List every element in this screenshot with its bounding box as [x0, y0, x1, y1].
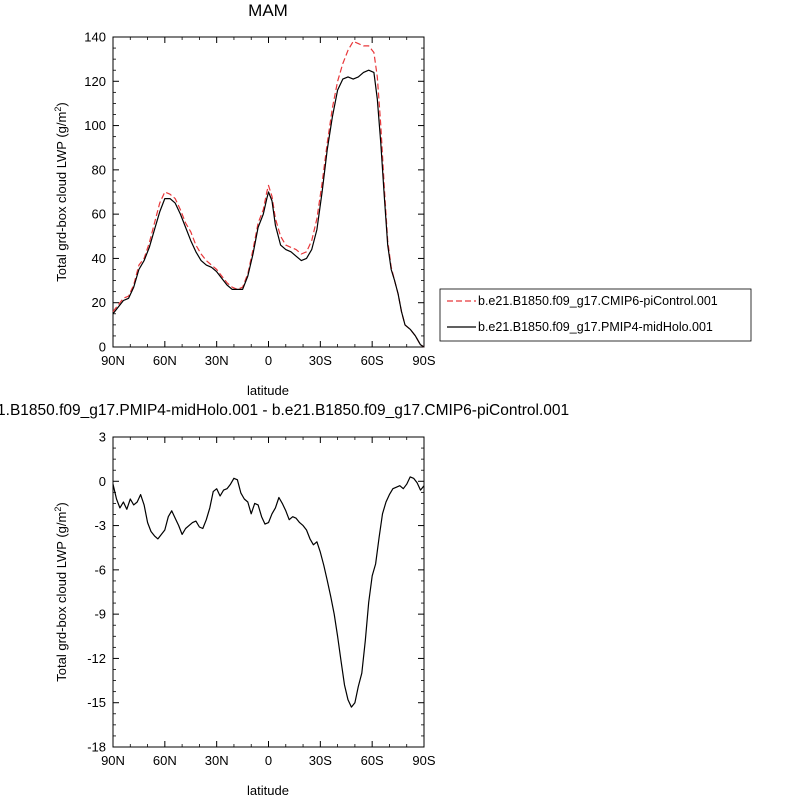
- bottom-y-tick-label: -18: [87, 740, 106, 755]
- top-x-tick-label: 0: [265, 353, 272, 368]
- top-series-line-0: [112, 40, 425, 348]
- top-x-tick-label: 60S: [361, 353, 384, 368]
- top-x-tick-label: 30S: [309, 353, 332, 368]
- bottom-y-tick-label: -15: [87, 695, 106, 710]
- top-y-tick-label: 140: [84, 30, 106, 45]
- top-x-tick-label: 90S: [412, 353, 435, 368]
- top-y-tick-label: 60: [92, 207, 106, 222]
- bottom-series-lines: [112, 476, 425, 708]
- bottom-x-tick-label: 90S: [412, 753, 435, 768]
- bottom-series-line-0: [112, 476, 425, 708]
- bottom-y-tick-label: -12: [87, 651, 106, 666]
- bottom-y-tick-label: -9: [94, 607, 106, 622]
- bottom-x-axis-label: latitude: [247, 783, 289, 798]
- legend-label-midholo: b.e21.B1850.f09_g17.PMIP4-midHolo.001: [478, 320, 713, 334]
- top-y-tick-label: 40: [92, 251, 106, 266]
- bottom-y-tick-label: 0: [99, 474, 106, 489]
- bottom-y-tick-label: 3: [99, 430, 106, 445]
- top-panel: MAM 90N 60N 30N 0 30S 60S 90S 0 20 40 60 80 100 120 14…: [53, 1, 436, 398]
- top-x-tick-label: 90N: [101, 353, 125, 368]
- top-y-tick-label: 120: [84, 74, 106, 89]
- top-x-axis-label: latitude: [247, 383, 289, 398]
- bottom-panel: b.e21.B1850.f09_g17.PMIP4-midHolo.001 - …: [0, 402, 569, 798]
- bottom-x-tick-label: 30S: [309, 753, 332, 768]
- top-x-tick-label: 60N: [153, 353, 177, 368]
- top-panel-title: MAM: [248, 1, 288, 20]
- top-y-tick-label: 0: [99, 340, 106, 355]
- bottom-y-axis-label: Total grd-box cloud LWP (g/m2): [53, 502, 69, 681]
- top-y-tick-label: 100: [84, 118, 106, 133]
- bottom-x-tick-label: 0: [265, 753, 272, 768]
- top-x-tick-label: 30N: [205, 353, 229, 368]
- top-series-line-1: [112, 69, 425, 348]
- top-y-tick-label: 80: [92, 162, 106, 177]
- bottom-y-tick-label: -3: [94, 518, 106, 533]
- legend-label-picontrol: b.e21.B1850.f09_g17.CMIP6-piControl.001: [478, 294, 718, 308]
- legend-box: [439, 288, 752, 342]
- bottom-panel-title: b.e21.B1850.f09_g17.PMIP4-midHolo.001 - …: [0, 402, 569, 419]
- top-y-tick-label: 20: [92, 295, 106, 310]
- top-axis-ticks: 90N 60N 30N 0 30S 60S 90S 0 20 40 60 80 100 120 140: [84, 30, 436, 369]
- top-series-lines: [112, 40, 425, 348]
- bottom-y-tick-label: -6: [94, 562, 106, 577]
- bottom-x-tick-label: 60S: [361, 753, 384, 768]
- bottom-x-tick-label: 90N: [101, 753, 125, 768]
- top-y-axis-label: Total grd-box cloud LWP (g/m2): [53, 102, 69, 281]
- bottom-x-tick-label: 30N: [205, 753, 229, 768]
- bottom-plot-frame: [112, 436, 425, 748]
- bottom-axis-ticks: 90N 60N 30N 0 30S 60S 90S 3 0 -3 -6 -9 -12 -15 -18: [87, 430, 436, 769]
- bottom-x-tick-label: 60N: [153, 753, 177, 768]
- legend: b.e21.B1850.f09_g17.CMIP6-piControl.001 …: [439, 288, 752, 342]
